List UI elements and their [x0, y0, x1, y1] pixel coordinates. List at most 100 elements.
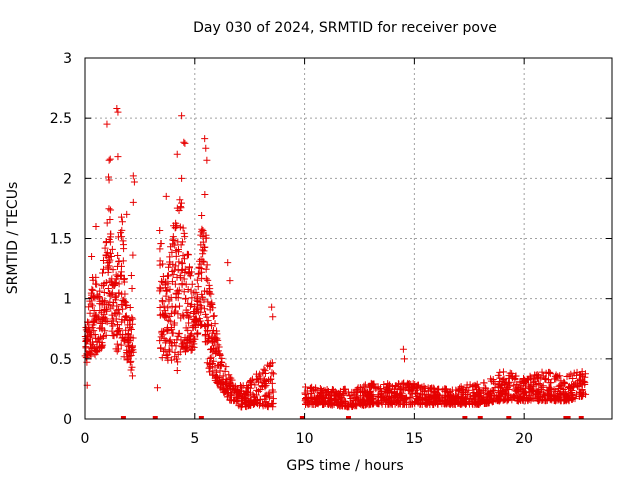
data-point	[184, 326, 192, 334]
data-point	[535, 379, 543, 387]
data-point	[91, 314, 99, 322]
data-point	[473, 380, 481, 388]
zero-point	[565, 416, 571, 419]
data-point	[197, 303, 205, 311]
data-point	[184, 286, 192, 294]
data-point	[115, 306, 123, 314]
data-point	[221, 367, 229, 375]
data-point	[108, 290, 116, 298]
data-point	[90, 327, 98, 335]
data-point	[414, 399, 422, 407]
data-point	[99, 257, 107, 265]
data-point	[180, 288, 188, 296]
x-tick-label: 10	[296, 431, 314, 447]
data-point	[469, 383, 477, 391]
data-point	[252, 391, 260, 399]
data-point	[484, 391, 492, 399]
data-point	[420, 382, 428, 390]
data-point	[256, 374, 264, 382]
data-point	[444, 389, 452, 397]
data-point	[568, 387, 576, 395]
data-point	[227, 374, 235, 382]
data-point	[103, 249, 111, 257]
data-point	[268, 303, 276, 311]
data-point	[226, 277, 234, 285]
data-point	[420, 394, 428, 402]
data-point	[87, 344, 95, 352]
data-point	[89, 286, 97, 294]
data-point	[100, 289, 108, 297]
data-point	[317, 390, 325, 398]
data-point	[489, 397, 497, 405]
data-point	[261, 367, 269, 375]
data-point	[168, 302, 176, 310]
data-point	[204, 327, 212, 335]
data-point	[264, 361, 272, 369]
data-point	[127, 357, 135, 365]
data-point	[169, 271, 177, 279]
data-point	[207, 353, 215, 361]
data-point	[576, 388, 584, 396]
data-point	[103, 120, 111, 128]
data-point	[511, 385, 519, 393]
data-point	[105, 205, 113, 213]
data-point	[516, 378, 524, 386]
data-point	[494, 388, 502, 396]
data-point	[123, 210, 131, 218]
x-tick-label: 15	[405, 431, 423, 447]
data-point	[192, 288, 200, 296]
data-point	[195, 264, 203, 272]
data-point	[209, 304, 217, 312]
data-point	[201, 243, 209, 251]
data-point	[106, 155, 114, 163]
data-point	[173, 355, 181, 363]
data-point	[129, 198, 137, 206]
data-point	[361, 381, 369, 389]
data-point	[101, 327, 109, 335]
data-point	[161, 307, 169, 315]
data-point	[194, 329, 202, 337]
data-point	[556, 372, 564, 380]
data-point	[348, 403, 356, 411]
data-point	[178, 174, 186, 182]
data-point	[94, 346, 102, 354]
data-point	[382, 392, 390, 400]
data-point	[224, 259, 232, 267]
data-point	[245, 384, 253, 392]
data-point	[227, 382, 235, 390]
data-point	[113, 331, 121, 339]
data-point	[560, 386, 568, 394]
data-point	[93, 348, 101, 356]
y-tick-label: 1	[63, 292, 72, 308]
data-point	[487, 375, 495, 383]
data-point	[329, 386, 337, 394]
data-point	[118, 233, 126, 241]
data-point	[157, 240, 165, 248]
data-point	[510, 381, 518, 389]
data-point	[301, 389, 309, 397]
data-point	[199, 227, 207, 235]
zero-point	[506, 416, 512, 419]
data-point	[96, 300, 104, 308]
data-point	[206, 354, 214, 362]
data-point	[512, 372, 520, 380]
data-point	[210, 357, 218, 365]
data-point	[123, 336, 131, 344]
data-point	[109, 282, 117, 290]
data-point	[112, 315, 120, 323]
data-point	[164, 304, 172, 312]
data-point	[170, 266, 178, 274]
data-point	[414, 384, 422, 392]
data-point	[236, 390, 244, 398]
data-point	[130, 178, 138, 186]
data-point	[166, 336, 174, 344]
data-point	[205, 332, 213, 340]
data-point	[174, 332, 182, 340]
data-point	[174, 245, 182, 253]
data-point	[547, 394, 555, 402]
data-point	[106, 249, 114, 257]
data-point	[160, 335, 168, 343]
data-points	[81, 105, 590, 419]
data-point	[214, 336, 222, 344]
data-point	[119, 305, 127, 313]
